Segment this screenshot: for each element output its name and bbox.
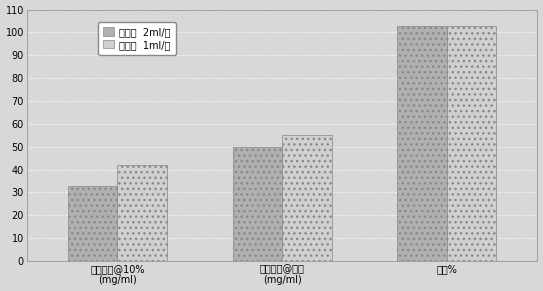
Bar xyxy=(117,165,167,261)
Legend: 流速量  2ml/分, 流速量  1ml/分: 流速量 2ml/分, 流速量 1ml/分 xyxy=(98,22,176,55)
Bar xyxy=(447,26,496,261)
Bar xyxy=(397,26,447,261)
Bar xyxy=(68,186,117,261)
Bar xyxy=(282,135,332,261)
Bar xyxy=(232,147,282,261)
